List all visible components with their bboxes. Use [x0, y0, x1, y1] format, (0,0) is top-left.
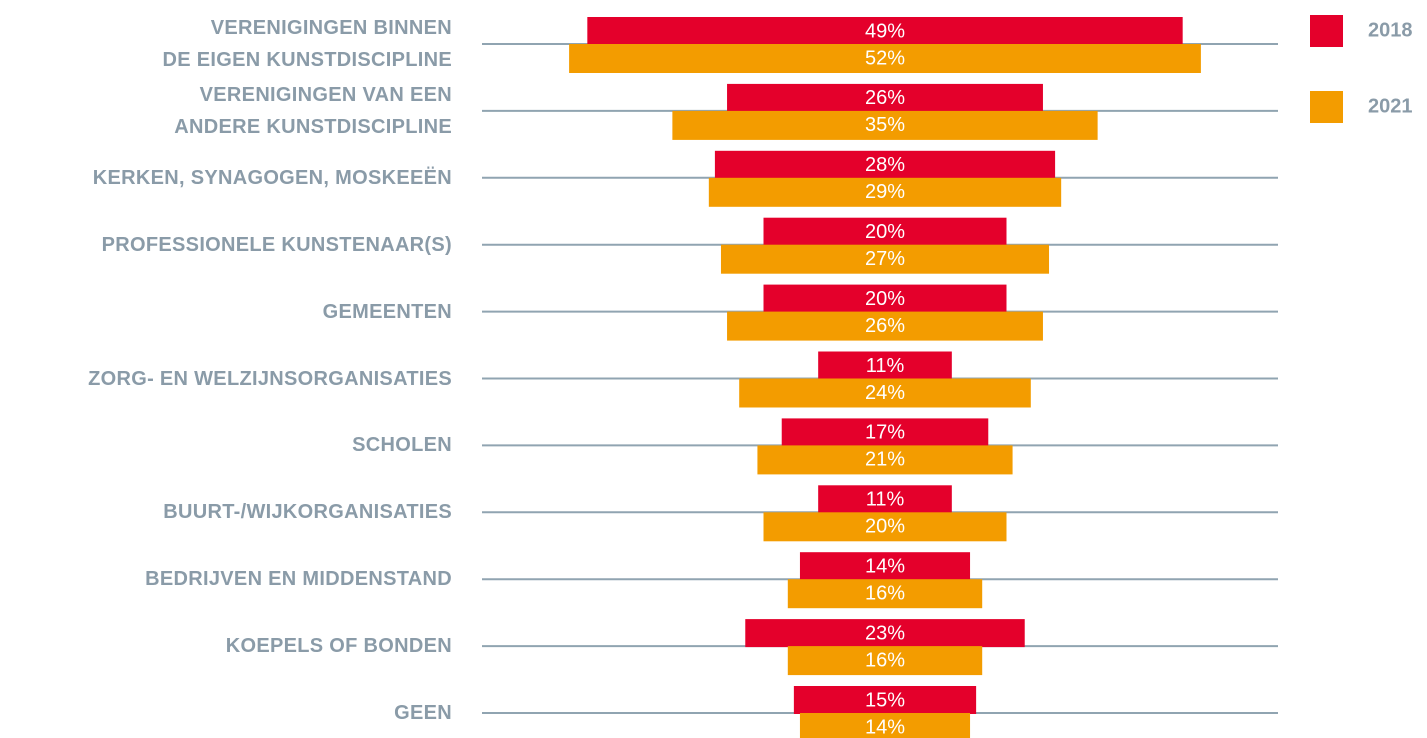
category-label: BEDRIJVEN EN MIDDENSTAND	[145, 568, 452, 591]
value-label: 26%	[865, 315, 905, 337]
category-label: PROFESSIONELE KUNSTENAAR(S)	[101, 233, 452, 256]
bar	[763, 217, 1007, 246]
value-label: 21%	[865, 449, 905, 471]
legend-label: 2021	[1368, 95, 1413, 117]
bar	[587, 17, 1183, 45]
value-label: 23%	[865, 622, 905, 644]
category-label: GEEN	[394, 702, 452, 724]
value-label: 26%	[865, 87, 905, 109]
bar	[781, 418, 989, 447]
bar	[818, 485, 952, 514]
value-label: 16%	[865, 582, 905, 604]
bar	[727, 83, 1043, 112]
value-label: 35%	[865, 114, 905, 136]
value-label: 20%	[865, 516, 905, 538]
bar	[799, 552, 971, 581]
bar	[818, 351, 952, 380]
value-label: 16%	[865, 649, 905, 671]
category-label: KERKEN, SYNAGOGEN, MOSKEEËN	[92, 166, 452, 189]
value-label: 28%	[865, 154, 905, 176]
value-label: 14%	[865, 716, 905, 738]
bar	[727, 311, 1043, 341]
bar	[757, 445, 1013, 475]
bar	[763, 284, 1007, 313]
value-label: 14%	[865, 555, 905, 577]
value-label: 29%	[865, 181, 905, 203]
value-label: 15%	[865, 689, 905, 711]
bar	[793, 686, 977, 714]
value-label: 17%	[865, 422, 905, 444]
legend-swatch	[1310, 15, 1343, 47]
category-label: KOEPELS OF BONDEN	[225, 635, 452, 658]
bar	[787, 646, 983, 676]
bar	[672, 110, 1098, 140]
value-label: 52%	[865, 47, 905, 69]
category-label: GEMEENTEN	[322, 300, 452, 323]
bar	[745, 619, 1025, 648]
legend-swatch	[1310, 91, 1343, 123]
bar	[720, 244, 1050, 274]
bar	[708, 177, 1062, 207]
category-label: VERENIGINGEN BINNEN DE EIGEN KUNSTDISCIP…	[162, 17, 452, 71]
category-label: VERENIGINGEN VAN EEN ANDERE KUNSTDISCIPL…	[174, 83, 452, 138]
value-label: 11%	[866, 355, 905, 377]
value-label: 27%	[865, 248, 905, 270]
bar	[569, 44, 1201, 73]
bar	[714, 150, 1056, 179]
category-label: ZORG- EN WELZIJNSORGANISATIES	[88, 367, 452, 390]
category-label: BUURT-/WIJKORGANISATIES	[163, 501, 452, 524]
value-label: 24%	[865, 382, 905, 404]
bar	[763, 512, 1007, 542]
bar	[787, 579, 983, 609]
category-label: SCHOLEN	[352, 434, 452, 457]
bar	[799, 713, 971, 738]
bar	[739, 378, 1031, 408]
value-label: 49%	[865, 20, 905, 42]
legend-label: 2018	[1368, 19, 1413, 41]
value-label: 20%	[865, 288, 905, 310]
value-label: 20%	[865, 221, 905, 243]
value-label: 11%	[866, 489, 905, 511]
